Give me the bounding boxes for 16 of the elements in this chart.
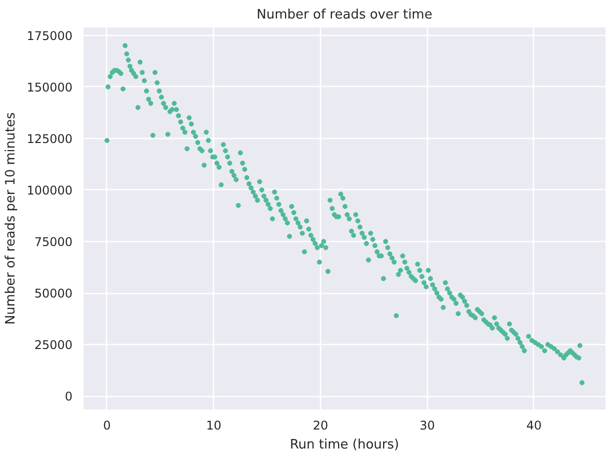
x-tick-label: 30 [420,418,435,432]
y-axis-title: Number of reads per 10 minutes [4,112,19,325]
y-tick-label: 0 [64,390,73,404]
y-tick-label: 75000 [34,234,73,249]
x-tick-label: 40 [526,418,542,432]
y-tick-label: 100000 [26,183,73,198]
x-axis-title: Run time (hours) [290,438,400,452]
y-tick-label: 125000 [26,132,73,146]
x-tick-label: 20 [312,418,328,432]
y-tick-label: 50000 [34,286,73,301]
x-tick-label: 10 [206,418,222,432]
y-tick-label: 150000 [26,80,73,94]
x-tick-label: 0 [103,418,111,432]
y-tick-label: 25000 [34,338,73,352]
chart-title: Number of reads over time [256,8,432,22]
y-tick-label: 175000 [26,28,73,43]
